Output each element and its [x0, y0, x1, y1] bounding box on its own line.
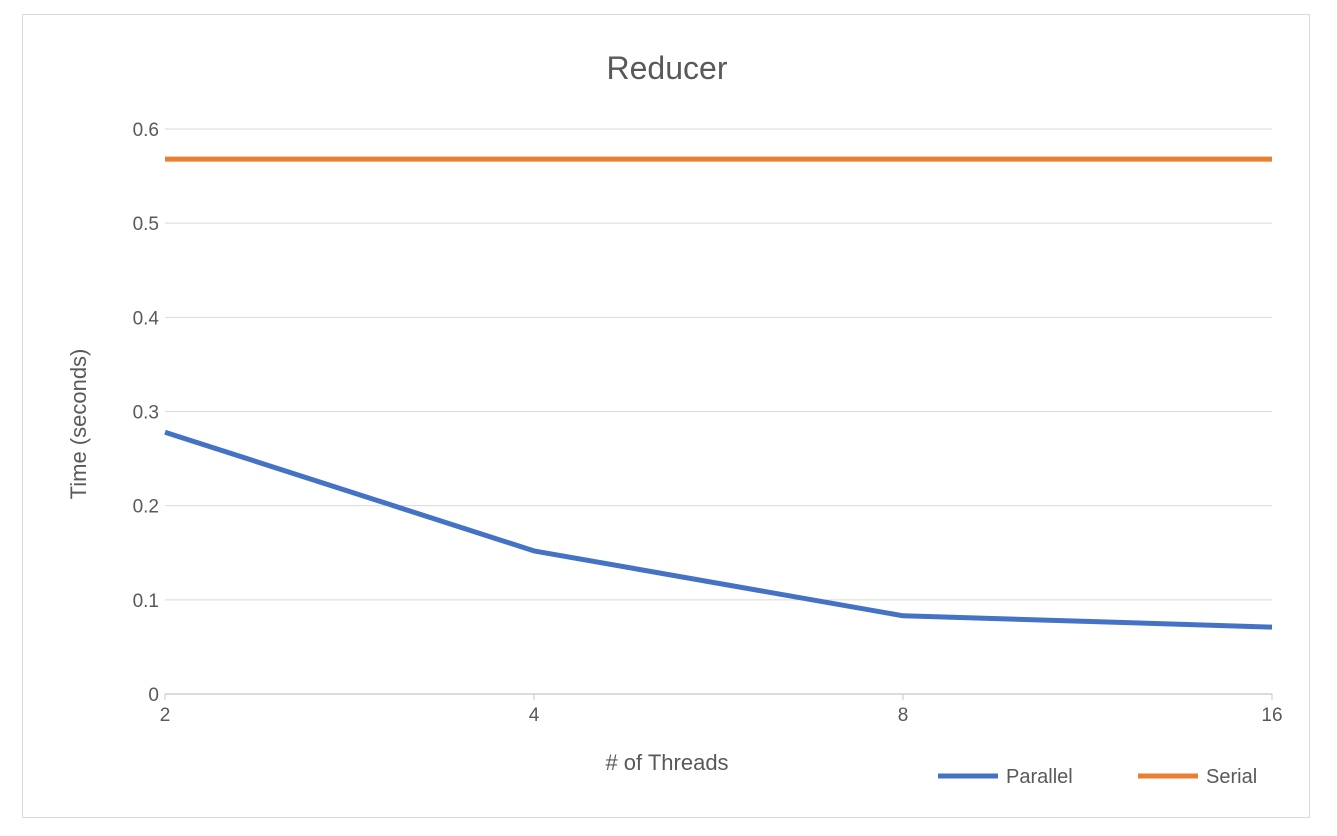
legend: Parallel Serial — [938, 766, 1257, 788]
y-tick-label: 0.6 — [133, 120, 159, 141]
chart-frame — [22, 14, 1310, 818]
x-tick-label: 2 — [160, 705, 171, 726]
x-tick-label: 4 — [529, 705, 540, 726]
gridlines — [165, 128, 1272, 695]
x-tick-labels: 2 4 8 16 — [160, 694, 1283, 726]
y-tick-label: 0.4 — [133, 308, 160, 329]
y-tick-label: 0.1 — [133, 591, 159, 612]
legend-label-serial: Serial — [1206, 766, 1257, 788]
x-axis-label: # of Threads — [605, 750, 728, 775]
x-tick-label: 8 — [898, 705, 909, 726]
y-tick-label: 0 — [148, 685, 159, 706]
x-tick-label: 16 — [1261, 705, 1282, 726]
y-tick-labels: 0 0.1 0.2 0.3 0.4 0.5 0.6 — [133, 120, 160, 706]
y-axis-label: Time (seconds) — [66, 349, 91, 500]
legend-label-parallel: Parallel — [1006, 766, 1073, 788]
y-tick-label: 0.2 — [133, 497, 159, 518]
y-tick-label: 0.5 — [133, 214, 159, 235]
series-line-parallel — [164, 429, 1273, 630]
chart-title: Reducer — [607, 50, 728, 86]
y-tick-label: 0.3 — [133, 403, 159, 424]
series-lines — [164, 156, 1273, 630]
